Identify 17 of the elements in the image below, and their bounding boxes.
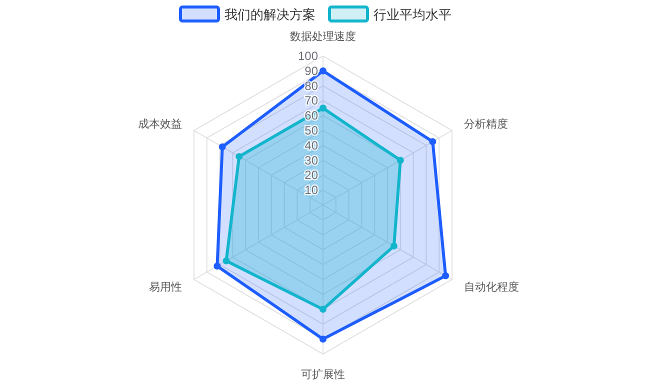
y-tick-label: 100 <box>298 49 318 63</box>
y-tick-label: 20 <box>304 168 318 182</box>
spoke-label: 易用性 <box>148 282 182 294</box>
spoke-label: 成本效益 <box>138 118 182 130</box>
y-tick-label: 50 <box>304 124 318 138</box>
legend-label: 我们的解决方案 <box>224 7 316 22</box>
spoke-label: 可扩展性 <box>301 368 345 381</box>
spoke-label: 自动化程度 <box>464 280 520 294</box>
y-tick-label: 10 <box>304 183 318 198</box>
y-tick-label: 40 <box>304 138 318 152</box>
spoke-label: 分析精度 <box>464 118 508 130</box>
y-tick-label: 70 <box>304 94 318 108</box>
y-tick-label: 80 <box>304 78 318 93</box>
spoke-label: 数据处理速度 <box>290 30 356 43</box>
legend-label: 行业平均水平 <box>374 7 452 22</box>
y-tick-label: 30 <box>304 153 318 168</box>
y-tick-label: 90 <box>304 64 318 78</box>
